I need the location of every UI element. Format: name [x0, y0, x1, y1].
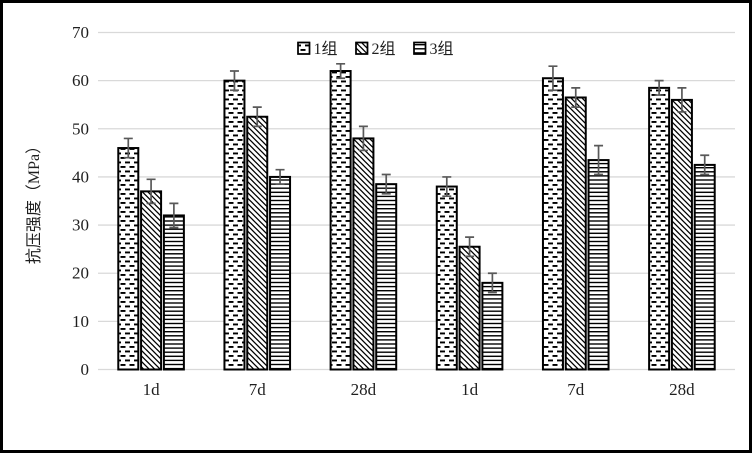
bar-series1-7d	[223, 79, 246, 371]
y-axis-tick-label: 60	[72, 71, 89, 90]
bar-series3-28d	[375, 183, 398, 371]
bar-series1-1d	[117, 147, 140, 371]
bar-series3-7d	[269, 175, 292, 371]
x-axis-category-label: 28d	[669, 380, 695, 399]
error-bar	[677, 87, 687, 113]
legend-label-3: 3组	[430, 40, 454, 58]
bar-series3-1d	[481, 281, 504, 371]
bar-series2-7d	[246, 115, 269, 371]
compressive-strength-bar-chart: 0 10 20 30 40 50 60 70 1d 7d 28d 1d 7d 28d 抗压强度（MPa） 1组…	[25, 23, 735, 399]
chart-root: 0 10 20 30 40 50 60 70 1d 7d 28d 1d 7d 28d 抗压强度（MPa） 1组…	[25, 23, 735, 399]
error-bar	[700, 154, 710, 176]
y-axis-tick-label: 10	[72, 312, 89, 331]
error-bar	[252, 106, 262, 128]
x-axis-category-label: 1d	[461, 380, 479, 399]
y-axis-tick-label: 20	[72, 264, 89, 283]
bar-series1-7d	[541, 77, 564, 371]
error-bar	[654, 79, 664, 96]
error-bar	[571, 87, 581, 108]
error-bar	[169, 202, 179, 229]
error-bar	[381, 173, 391, 195]
error-bar	[336, 62, 346, 80]
bar-series2-1d	[140, 190, 163, 371]
bar-series3-28d	[693, 163, 716, 371]
legend-swatch-1组	[297, 41, 311, 55]
bar-series3-7d	[587, 159, 610, 371]
bar-series2-28d	[352, 137, 375, 371]
legend-swatch-2组	[355, 41, 369, 55]
error-bar	[465, 236, 475, 258]
error-bar	[594, 144, 604, 176]
bar-series1-28d	[648, 86, 671, 371]
error-bar	[442, 176, 452, 198]
bar-series3-1d	[162, 214, 185, 371]
legend-swatch-3组	[413, 41, 427, 55]
y-axis-tick-label: 40	[72, 167, 89, 186]
error-bar	[487, 272, 497, 294]
x-axis-category-label: 1d	[143, 380, 161, 399]
error-bar	[146, 178, 156, 205]
x-axis-category-label: 7d	[567, 380, 585, 399]
y-axis-tick-label: 50	[72, 119, 89, 138]
error-bar	[548, 65, 558, 92]
bar-series2-7d	[564, 96, 587, 371]
error-bar	[229, 70, 239, 92]
y-axis-tick-label: 0	[81, 360, 90, 379]
x-axis-category-label: 28d	[351, 380, 377, 399]
legend-label-1: 1组	[314, 40, 338, 58]
x-axis-category-label: 7d	[249, 380, 267, 399]
bar-series2-28d	[670, 98, 693, 371]
y-axis-title: 抗压强度（MPa）	[25, 138, 43, 264]
y-axis-tick-label: 30	[72, 216, 89, 235]
bar-series1-28d	[329, 70, 352, 371]
bar-series1-1d	[435, 185, 458, 371]
y-axis-tick-label: 70	[72, 23, 89, 42]
legend-label-2: 2组	[372, 40, 396, 58]
error-bar	[275, 168, 285, 185]
error-bar	[358, 125, 368, 152]
bar-series2-1d	[458, 245, 481, 371]
error-bar	[123, 137, 133, 159]
